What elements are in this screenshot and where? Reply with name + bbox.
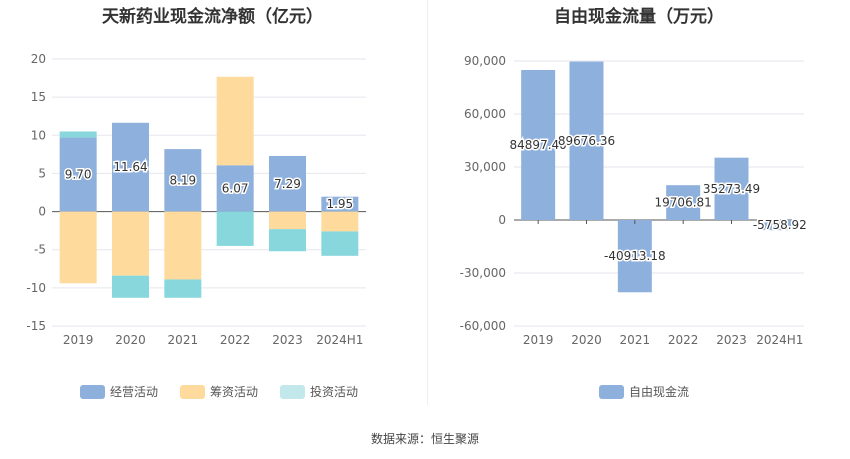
- x-tick-label: 2021: [168, 333, 199, 347]
- data-label: 7.29: [274, 177, 301, 191]
- y-tick-label: -30,000: [460, 266, 506, 280]
- data-label: 35273.49: [703, 182, 760, 196]
- data-label: 19706.81: [655, 196, 712, 210]
- bar-segment-经营活动: [112, 122, 149, 212]
- y-tick-label: -5: [34, 243, 46, 257]
- right-chart-title: 自由现金流量（万元）: [554, 7, 724, 27]
- legend-swatch: [280, 384, 306, 399]
- legend-item[interactable]: 经营活动: [80, 383, 158, 400]
- chart-divider: [427, 0, 428, 405]
- bar-segment-经营活动: [216, 165, 254, 212]
- x-tick-label: 2019: [523, 333, 554, 347]
- y-tick-label: -60,000: [460, 319, 506, 333]
- bar-segment-筹资活动: [59, 211, 97, 284]
- data-source-note: 数据来源：恒生聚源: [370, 432, 479, 446]
- bar-free-cashflow: [714, 157, 749, 220]
- x-tick-label: 2021: [620, 333, 651, 347]
- y-tick-label: -10: [26, 281, 46, 295]
- bar-free-cashflow: [666, 185, 701, 220]
- data-label: 11.64: [113, 160, 147, 174]
- x-tick-label: 2023: [272, 333, 303, 347]
- left-chart-title: 天新药业现金流净额（亿元）: [102, 7, 323, 27]
- data-label: 84897.40: [510, 138, 567, 152]
- y-tick-label: 5: [38, 166, 46, 180]
- bar-segment-经营活动: [269, 155, 306, 212]
- data-label: 6.07: [222, 181, 249, 195]
- bar-segment-筹资活动: [321, 211, 359, 232]
- x-tick-label: 2019: [63, 333, 94, 347]
- bar-free-cashflow: [569, 61, 604, 221]
- legend-item[interactable]: 自由现金流: [599, 383, 689, 400]
- y-tick-label: 60,000: [464, 107, 506, 121]
- y-tick-label: 10: [31, 128, 46, 142]
- bar-free-cashflow: [762, 220, 797, 231]
- bar-segment-投资活动: [216, 211, 254, 246]
- data-label: 9.70: [65, 168, 92, 182]
- data-label: -40913.18: [604, 249, 666, 263]
- x-tick-label: 2022: [668, 333, 699, 347]
- left-chart-legend: 经营活动 筹资活动 投资活动: [80, 383, 380, 400]
- data-label: 8.19: [169, 173, 196, 187]
- x-tick-label: 2024H1: [316, 333, 363, 347]
- bar-segment-投资活动: [269, 229, 306, 252]
- legend-swatch: [80, 384, 105, 399]
- cashflow-stacked-bar-chart: -15 -10 -5 0 5 10 15 20 9.70 2019 11.64 2020 8.19 202…: [26, 52, 366, 347]
- free-cashflow-bar-chart: -60,000 -30,000 0 30,000 60,000 90,000 84897.4…: [460, 54, 809, 347]
- y-tick-label: 20: [31, 52, 46, 66]
- bar-segment-经营活动: [164, 149, 202, 212]
- bar-segment-投资活动: [59, 131, 97, 138]
- x-tick-label: 2022: [220, 333, 251, 347]
- bar-segment-投资活动: [321, 231, 359, 256]
- right-chart-legend: 自由现金流: [599, 383, 711, 400]
- x-tick-label: 2024H1: [756, 333, 803, 347]
- y-tick-label: 0: [38, 205, 46, 219]
- y-tick-label: 15: [31, 90, 46, 104]
- y-tick-label: 30,000: [464, 160, 506, 174]
- legend-swatch: [180, 384, 206, 399]
- bar-segment-筹资活动: [269, 211, 306, 230]
- bar-free-cashflow: [617, 220, 652, 293]
- bar-segment-经营活动: [59, 137, 97, 212]
- data-label: 89676.36: [558, 134, 615, 148]
- bar-segment-筹资活动: [164, 211, 202, 280]
- y-tick-label: 90,000: [464, 54, 506, 68]
- legend-label: 自由现金流: [629, 385, 690, 399]
- data-label: -5758.92: [753, 218, 807, 232]
- legend-label: 经营活动: [110, 385, 159, 399]
- legend-swatch: [599, 384, 624, 399]
- bar-segment-投资活动: [164, 279, 202, 298]
- legend-label: 投资活动: [310, 385, 359, 399]
- y-tick-label: -15: [26, 319, 46, 333]
- bar-segment-经营活动: [321, 196, 359, 212]
- bar-segment-投资活动: [112, 275, 149, 298]
- y-tick-label: 0: [498, 213, 506, 227]
- legend-item[interactable]: 投资活动: [280, 383, 358, 400]
- data-label: 1.95: [326, 197, 353, 211]
- bar-segment-筹资活动: [216, 76, 254, 166]
- x-tick-label: 2020: [571, 333, 602, 347]
- bar-free-cashflow: [521, 70, 556, 221]
- legend-item[interactable]: 筹资活动: [180, 383, 258, 400]
- x-tick-label: 2023: [716, 333, 747, 347]
- legend-label: 筹资活动: [210, 385, 259, 399]
- x-tick-label: 2020: [115, 333, 146, 347]
- bar-segment-筹资活动: [112, 211, 149, 276]
